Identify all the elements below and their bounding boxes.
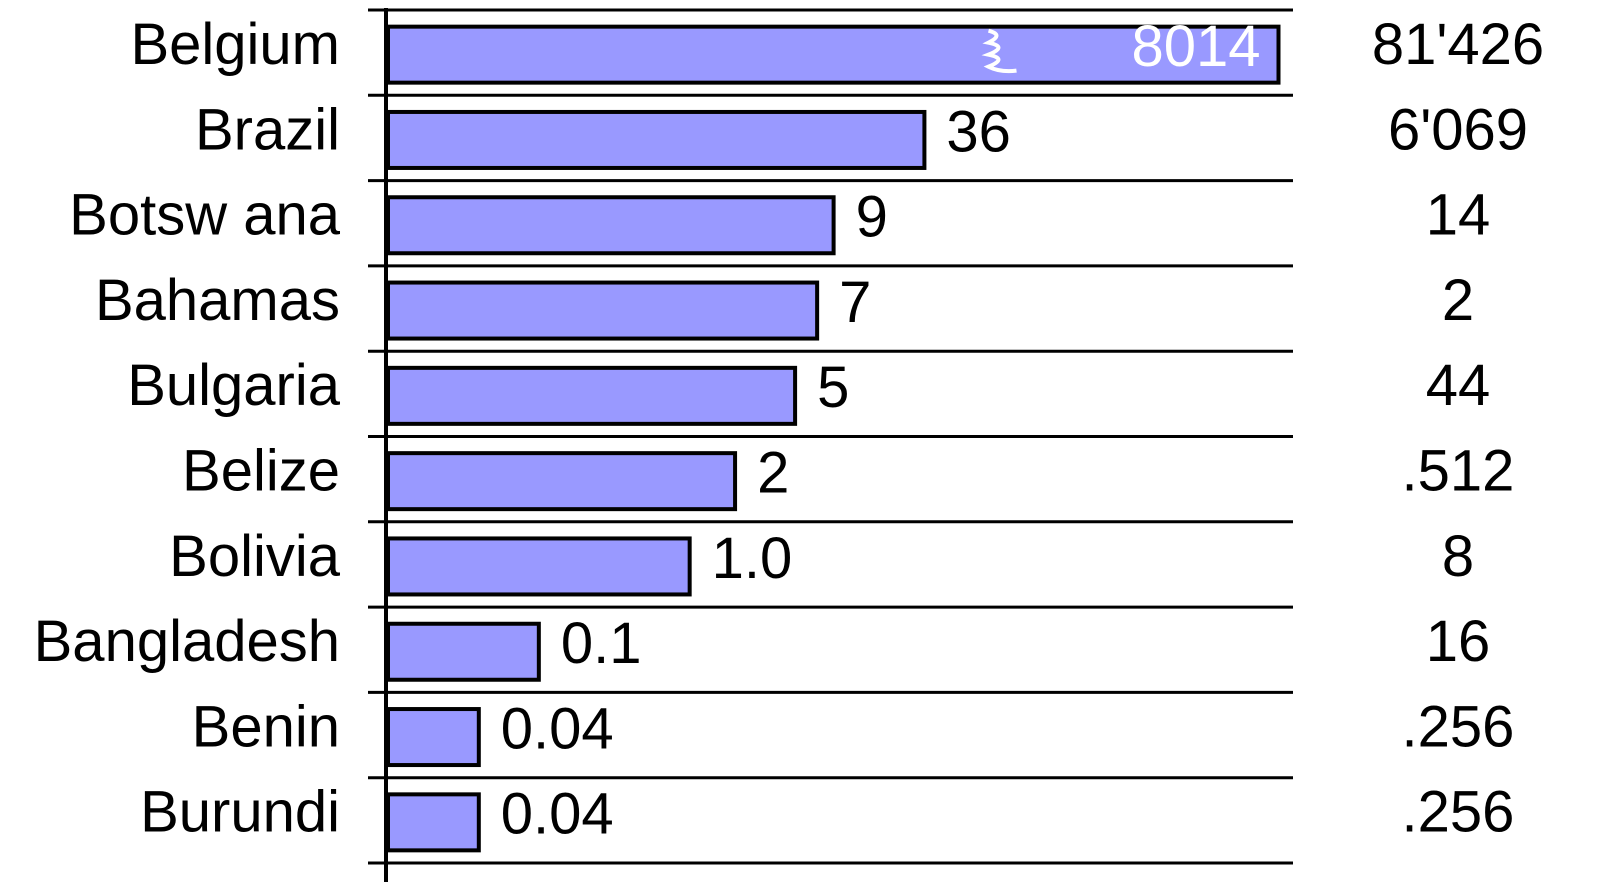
category-label: Bangladesh (34, 609, 340, 674)
secondary-value-label: 6'069 (1388, 97, 1528, 162)
category-label: Bahamas (95, 268, 340, 333)
value-label: 0.04 (501, 696, 614, 761)
axis-break (981, 28, 1017, 74)
value-label: 9 (856, 185, 888, 250)
secondary-value-label: 44 (1426, 353, 1491, 418)
value-label: 2 (757, 440, 789, 505)
value-label: 0.04 (501, 782, 614, 847)
bar (386, 109, 927, 170)
secondary-value-label: .256 (1402, 694, 1515, 759)
bar (386, 24, 1281, 85)
category-label: Brazil (195, 97, 340, 162)
category-label: Burundi (140, 780, 340, 845)
category-label: Bulgaria (127, 353, 341, 418)
bar (386, 536, 692, 597)
secondary-value-label: 2 (1442, 268, 1474, 333)
category-label: Botsw ana (69, 183, 341, 248)
secondary-value-label: .512 (1402, 438, 1515, 503)
category-label: Belize (182, 438, 340, 503)
value-label: 1.0 (712, 526, 793, 591)
bar (386, 707, 481, 768)
value-label: 0.1 (561, 611, 642, 676)
value-label: 5 (817, 355, 849, 420)
secondary-value-label: 16 (1426, 609, 1491, 674)
bar (386, 621, 541, 682)
secondary-value-label: .256 (1402, 780, 1515, 845)
secondary-value-label: 14 (1426, 183, 1491, 248)
category-label: Bolivia (169, 524, 341, 589)
secondary-value-label: 8 (1442, 524, 1474, 589)
bar (386, 792, 481, 853)
category-label: Belgium (130, 12, 340, 77)
value-label: 36 (946, 99, 1011, 164)
value-label: 7 (839, 270, 871, 335)
category-label: Benin (192, 694, 340, 759)
bar (386, 365, 798, 426)
bar (386, 280, 820, 341)
bar (386, 451, 738, 512)
secondary-value-label: 81'426 (1372, 12, 1544, 77)
bar (386, 195, 836, 256)
value-label: 8014 (1131, 14, 1260, 79)
